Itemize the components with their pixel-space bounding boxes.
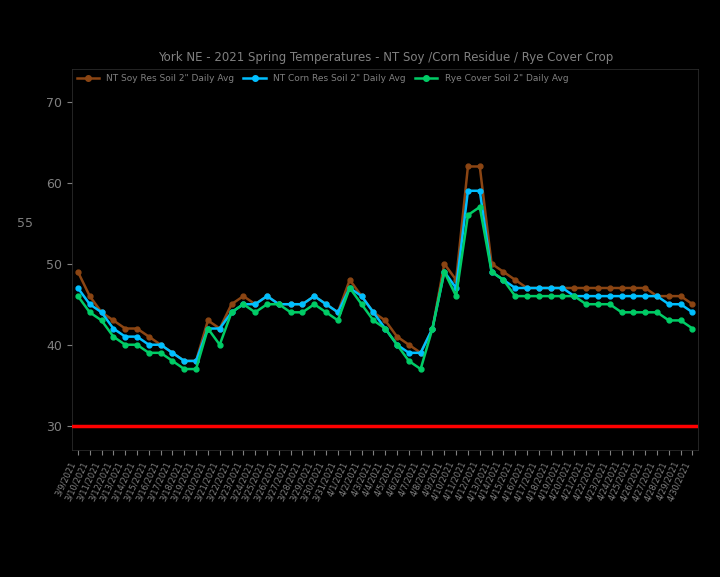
Rye Cover Soil 2" Daily Avg bbox=[440, 268, 449, 275]
NT Soy Res Soil 2" Daily Avg bbox=[688, 301, 697, 308]
NT Corn Res Soil 2" Daily Avg bbox=[73, 284, 82, 291]
NT Soy Res Soil 2" Daily Avg bbox=[251, 301, 259, 308]
NT Corn Res Soil 2" Daily Avg bbox=[570, 293, 579, 299]
Rye Cover Soil 2" Daily Avg bbox=[570, 293, 579, 299]
NT Corn Res Soil 2" Daily Avg bbox=[180, 358, 189, 365]
NT Soy Res Soil 2" Daily Avg bbox=[180, 358, 189, 365]
Rye Cover Soil 2" Daily Avg bbox=[451, 293, 460, 299]
NT Soy Res Soil 2" Daily Avg bbox=[464, 163, 472, 170]
Rye Cover Soil 2" Daily Avg bbox=[73, 293, 82, 299]
NT Soy Res Soil 2" Daily Avg bbox=[487, 260, 496, 267]
Rye Cover Soil 2" Daily Avg bbox=[475, 204, 484, 211]
NT Corn Res Soil 2" Daily Avg bbox=[251, 301, 259, 308]
NT Corn Res Soil 2" Daily Avg bbox=[464, 188, 472, 194]
NT Soy Res Soil 2" Daily Avg bbox=[499, 268, 508, 275]
NT Soy Res Soil 2" Daily Avg bbox=[73, 268, 82, 275]
Rye Cover Soil 2" Daily Avg bbox=[251, 309, 259, 316]
NT Corn Res Soil 2" Daily Avg bbox=[440, 268, 449, 275]
Line: NT Corn Res Soil 2" Daily Avg: NT Corn Res Soil 2" Daily Avg bbox=[76, 188, 695, 364]
NT Soy Res Soil 2" Daily Avg bbox=[570, 284, 579, 291]
Rye Cover Soil 2" Daily Avg bbox=[499, 276, 508, 283]
Text: 55: 55 bbox=[17, 217, 33, 230]
NT Corn Res Soil 2" Daily Avg bbox=[688, 309, 697, 316]
Title: York NE - 2021 Spring Temperatures - NT Soy /Corn Residue / Rye Cover Crop: York NE - 2021 Spring Temperatures - NT … bbox=[158, 51, 613, 64]
NT Corn Res Soil 2" Daily Avg bbox=[451, 284, 460, 291]
NT Soy Res Soil 2" Daily Avg bbox=[451, 276, 460, 283]
Rye Cover Soil 2" Daily Avg bbox=[180, 366, 189, 373]
NT Corn Res Soil 2" Daily Avg bbox=[487, 268, 496, 275]
Legend: NT Soy Res Soil 2" Daily Avg, NT Corn Res Soil 2" Daily Avg, Rye Cover Soil 2" D: NT Soy Res Soil 2" Daily Avg, NT Corn Re… bbox=[76, 74, 568, 83]
Line: Rye Cover Soil 2" Daily Avg: Rye Cover Soil 2" Daily Avg bbox=[76, 205, 695, 372]
Line: NT Soy Res Soil 2" Daily Avg: NT Soy Res Soil 2" Daily Avg bbox=[76, 164, 695, 364]
Rye Cover Soil 2" Daily Avg bbox=[487, 268, 496, 275]
NT Corn Res Soil 2" Daily Avg bbox=[499, 276, 508, 283]
Rye Cover Soil 2" Daily Avg bbox=[688, 325, 697, 332]
NT Soy Res Soil 2" Daily Avg bbox=[440, 260, 449, 267]
